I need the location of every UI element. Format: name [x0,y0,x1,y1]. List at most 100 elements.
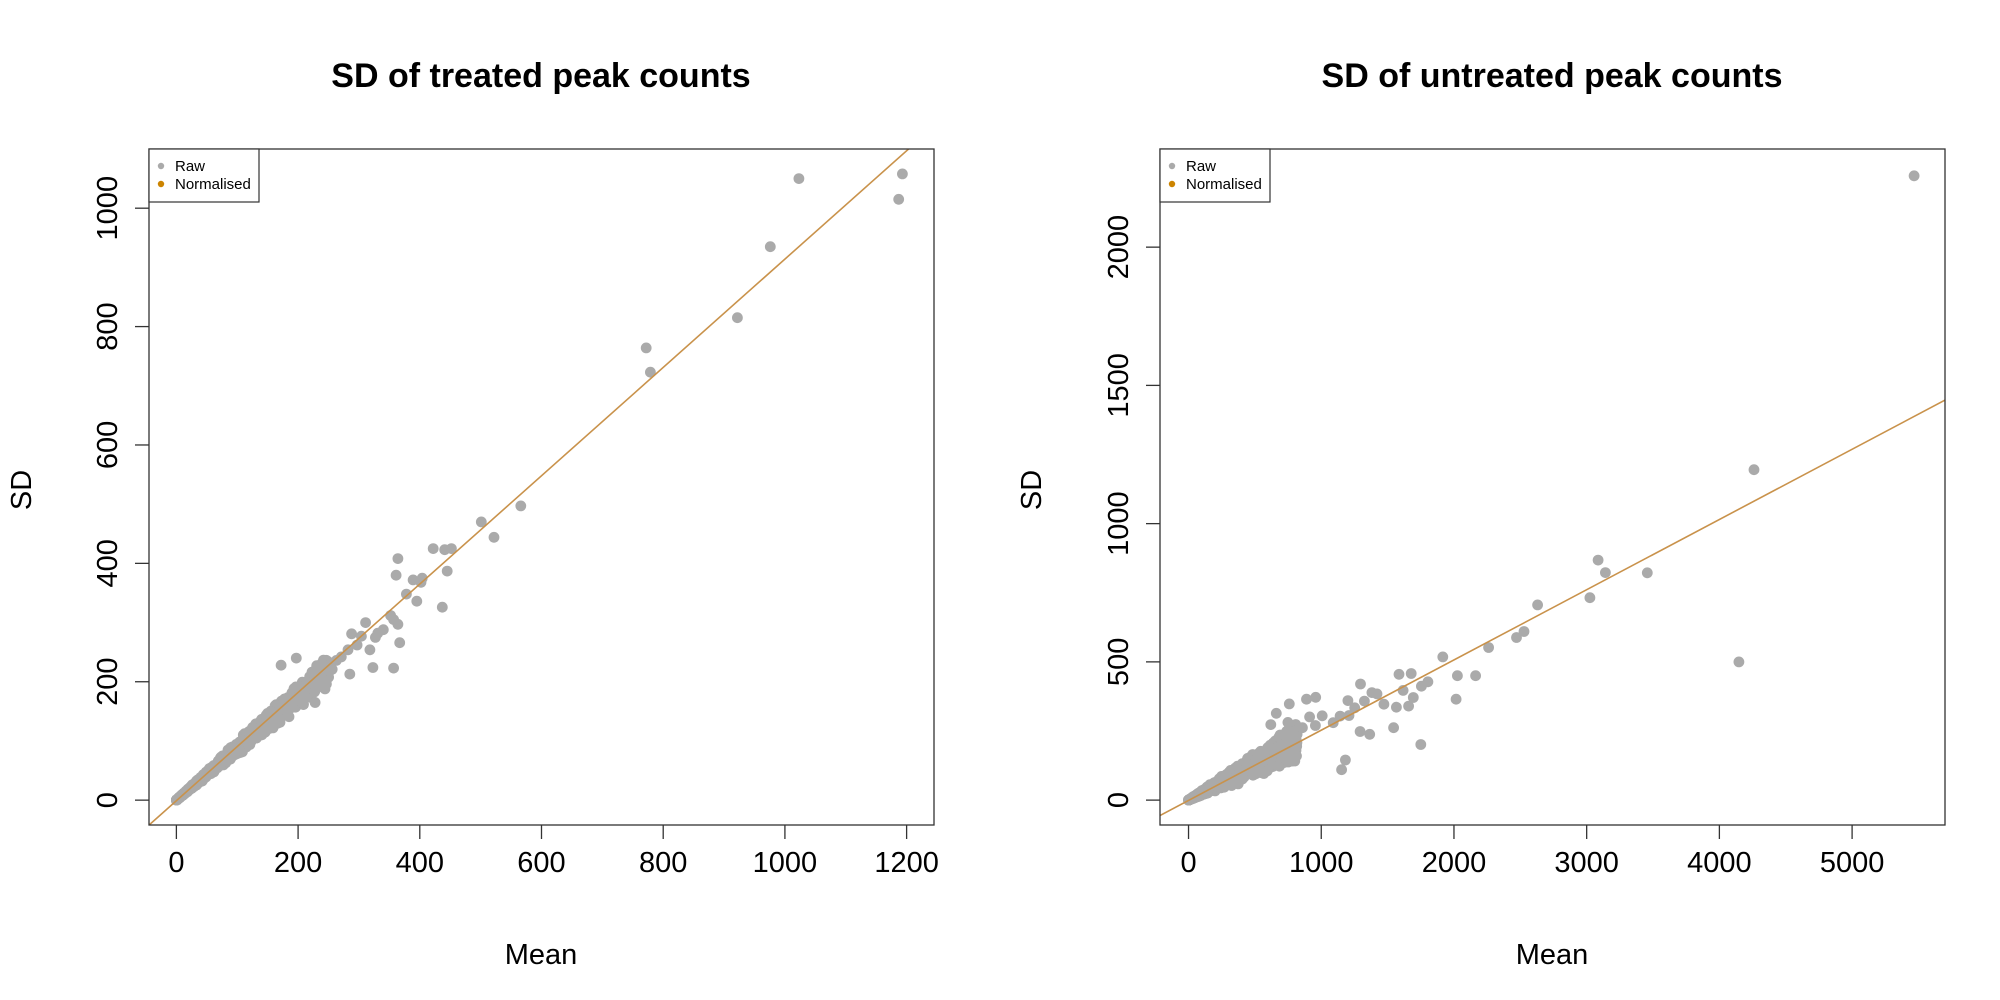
y-axis: 0 200 400 600 800 1000 [92,176,149,808]
x-tick-label: 800 [639,847,687,879]
data-point [1247,769,1259,781]
data-point [1342,695,1354,706]
data-point [255,727,266,739]
data-point [367,662,379,673]
data-point [295,695,307,707]
x-tick-label: 2000 [1422,847,1487,879]
data-point [1265,719,1277,730]
data-point [1416,680,1427,692]
x-axis-label: Mean [505,939,578,971]
legend-label: Raw [175,158,205,175]
y-tick-label: 400 [92,539,124,587]
y-tick-label: 500 [1103,638,1135,686]
data-point [411,595,423,607]
data-point [1584,592,1596,604]
data-point [1336,764,1347,776]
data-point [436,601,448,613]
data-point [1403,700,1414,712]
data-point [331,655,342,666]
data-point [326,663,338,675]
data-point [441,565,453,577]
data-point [1310,720,1321,731]
data-point [1270,707,1282,719]
data-point [1388,722,1399,734]
x-tick-label: 400 [396,847,444,879]
y-axis-label: SD [6,470,38,510]
data-point [1304,711,1315,723]
data-point [308,669,320,680]
data-point [392,553,404,564]
data-point [290,652,302,664]
x-tick-label: 4000 [1687,847,1752,879]
data-point [344,668,356,680]
data-point [316,658,328,669]
data-point [309,686,320,698]
data-point [1290,732,1301,744]
data-point [1282,717,1294,728]
data-point [1355,678,1366,690]
x-tick-label: 5000 [1820,847,1885,879]
data-point [360,617,371,628]
data-point [439,544,451,556]
x-tick-label: 3000 [1554,847,1619,879]
panel-untreated: SD of untreated peak counts Mean SD 0 100… [1016,57,1946,971]
x-axis-label: Mean [1516,939,1589,971]
data-point [1407,692,1419,703]
x-tick-label: 1200 [874,847,939,879]
data-point [488,531,500,543]
data-point [346,628,357,640]
data-point [1340,754,1351,766]
y-tick-label: 1500 [1103,353,1135,418]
data-point [1733,656,1745,668]
data-point [1415,739,1427,750]
legend-marker [157,162,165,170]
chart-title: SD of untreated peak counts [1322,57,1783,95]
data-point [793,173,805,185]
data-point [244,727,256,739]
data-point [764,241,776,253]
legend-marker [157,180,165,188]
data-point [732,312,743,324]
data-point [193,777,204,789]
data-point [1359,695,1370,707]
data-point [342,644,354,656]
fit-line [1160,399,1945,817]
data-point [284,700,295,712]
data-point [1378,698,1390,710]
data-point [1281,745,1293,757]
x-tick-label: 600 [517,847,565,879]
y-tick-label: 800 [92,302,124,350]
data-point [1297,722,1308,734]
data-points [171,168,908,806]
legend-box [1159,148,1271,203]
data-point [370,632,381,643]
y-tick-label: 0 [92,792,124,808]
y-tick-label: 1000 [92,176,124,241]
data-point [1600,567,1611,578]
data-point [1908,170,1920,182]
x-tick-label: 200 [274,847,322,879]
x-tick-label: 1000 [1289,847,1354,879]
data-point [351,639,363,651]
data-point [1391,701,1402,713]
x-axis: 0 200 400 600 800 1000 1200 [168,825,939,879]
data-point [1405,668,1417,679]
x-tick-label: 1000 [753,847,818,879]
data-point [1518,626,1530,637]
legend-box [148,148,260,203]
data-point [1393,668,1405,680]
data-point [427,543,439,554]
legend-marker [1168,180,1176,188]
y-tick-label: 200 [92,658,124,706]
data-point [893,193,905,205]
data-point [1450,693,1462,705]
data-point [394,637,406,649]
fit-line [149,149,910,825]
data-point [1641,567,1653,579]
data-point [1366,687,1378,698]
data-point [897,168,908,180]
chart-title: SD of treated peak counts [331,57,750,95]
data-point [1283,698,1295,710]
